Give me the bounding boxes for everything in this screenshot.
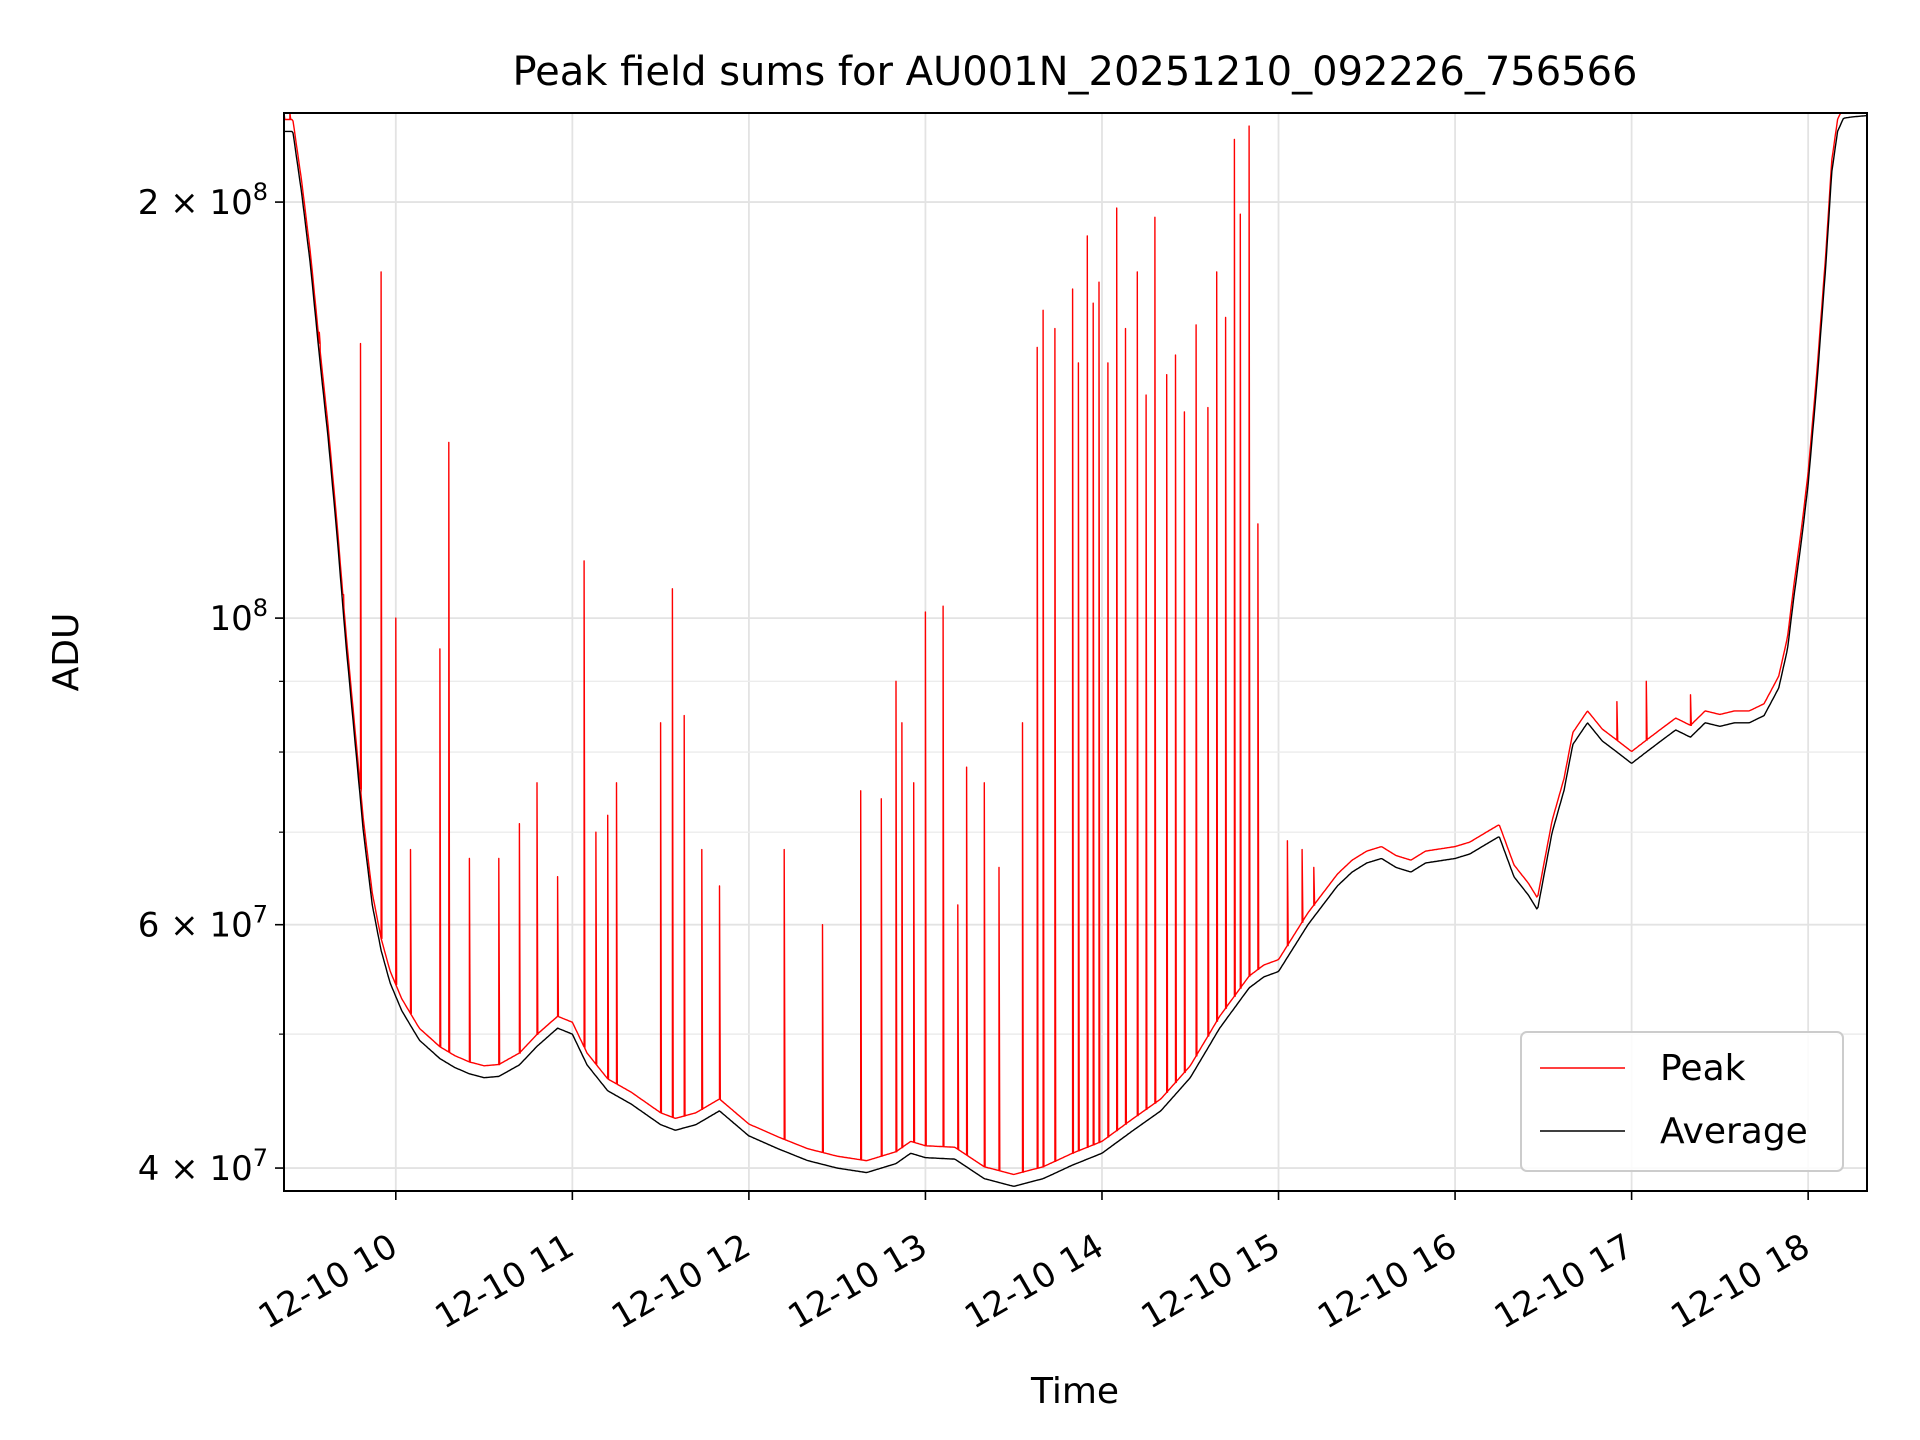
y-tick-label: 2 × 108: [138, 178, 268, 223]
gridlines: [284, 113, 1867, 1191]
x-tick-label: 12-10 15: [1135, 1226, 1287, 1337]
y-tick-label: 4 × 107: [138, 1144, 268, 1189]
series-peak-line: [283, 112, 1867, 1176]
x-axis-label: Time: [1030, 1371, 1119, 1412]
x-tick-label: 12-10 12: [605, 1226, 757, 1337]
legend: Peak Average: [1520, 1031, 1844, 1172]
x-tick-label: 12-10 10: [252, 1226, 404, 1337]
plot-frame: [283, 112, 1868, 1192]
legend-label-peak: Peak: [1660, 1048, 1746, 1089]
plot-data: [283, 112, 1868, 1187]
y-tick-label: 6 × 107: [138, 901, 268, 946]
x-tick-label: 12-10 17: [1488, 1226, 1640, 1337]
x-tick-label: 12-10 11: [428, 1226, 580, 1337]
series-average-line: [284, 114, 1868, 1187]
x-tick-label: 12-10 13: [782, 1226, 934, 1337]
y-tick-label: 108: [209, 594, 268, 639]
x-tick-label: 12-10 18: [1664, 1226, 1816, 1337]
x-tick-label: 12-10 16: [1311, 1226, 1463, 1337]
chart-title: Peak field sums for AU001N_20251210_0922…: [512, 49, 1637, 95]
legend-label-average: Average: [1660, 1111, 1808, 1152]
x-tick-label: 12-10 14: [958, 1226, 1110, 1337]
legend-box: [1520, 1031, 1844, 1172]
y-axis-label: ADU: [46, 613, 87, 692]
